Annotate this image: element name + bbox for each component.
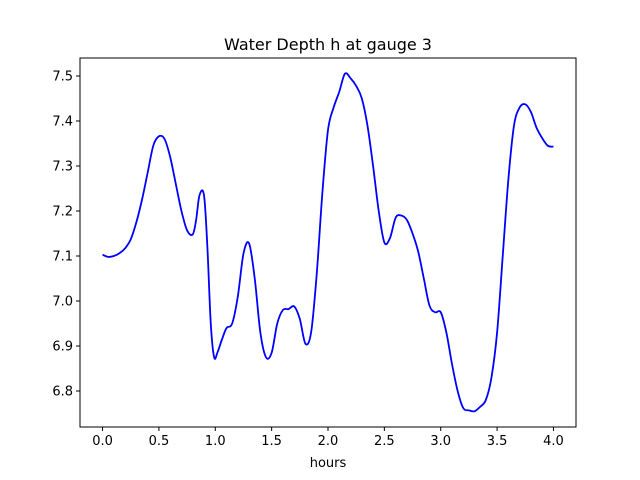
x-tick-label: 0.0 [92,434,113,449]
y-tick-label: 7.0 [52,295,73,310]
y-tick-label: 7.3 [52,160,73,175]
x-tick-label: 2.0 [318,434,339,449]
x-tick-label: 4.0 [543,434,564,449]
chart-title: Water Depth h at gauge 3 [224,35,432,54]
x-tick-label: 3.5 [487,434,508,449]
y-tick-label: 6.8 [52,385,73,400]
x-tick-label: 1.0 [205,434,226,449]
x-tick-label: 1.5 [261,434,282,449]
series-line [102,72,554,413]
x-axis-label: hours [310,456,347,471]
y-tick-label: 7.5 [52,70,73,85]
y-tick-label: 7.2 [52,205,73,220]
x-tick-label: 3.0 [430,434,451,449]
y-tick-label: 6.9 [52,340,73,355]
x-tick-label: 0.5 [149,434,170,449]
x-tick-label: 2.5 [374,434,395,449]
plot-area: 0.0 0.5 1.0 1.5 2.0 2.5 3.0 3.5 4.0 6.8 6.9 7.0 7.1 7… [52,57,577,449]
y-tick-label: 7.4 [52,115,73,130]
y-tick-label: 7.1 [52,250,73,265]
